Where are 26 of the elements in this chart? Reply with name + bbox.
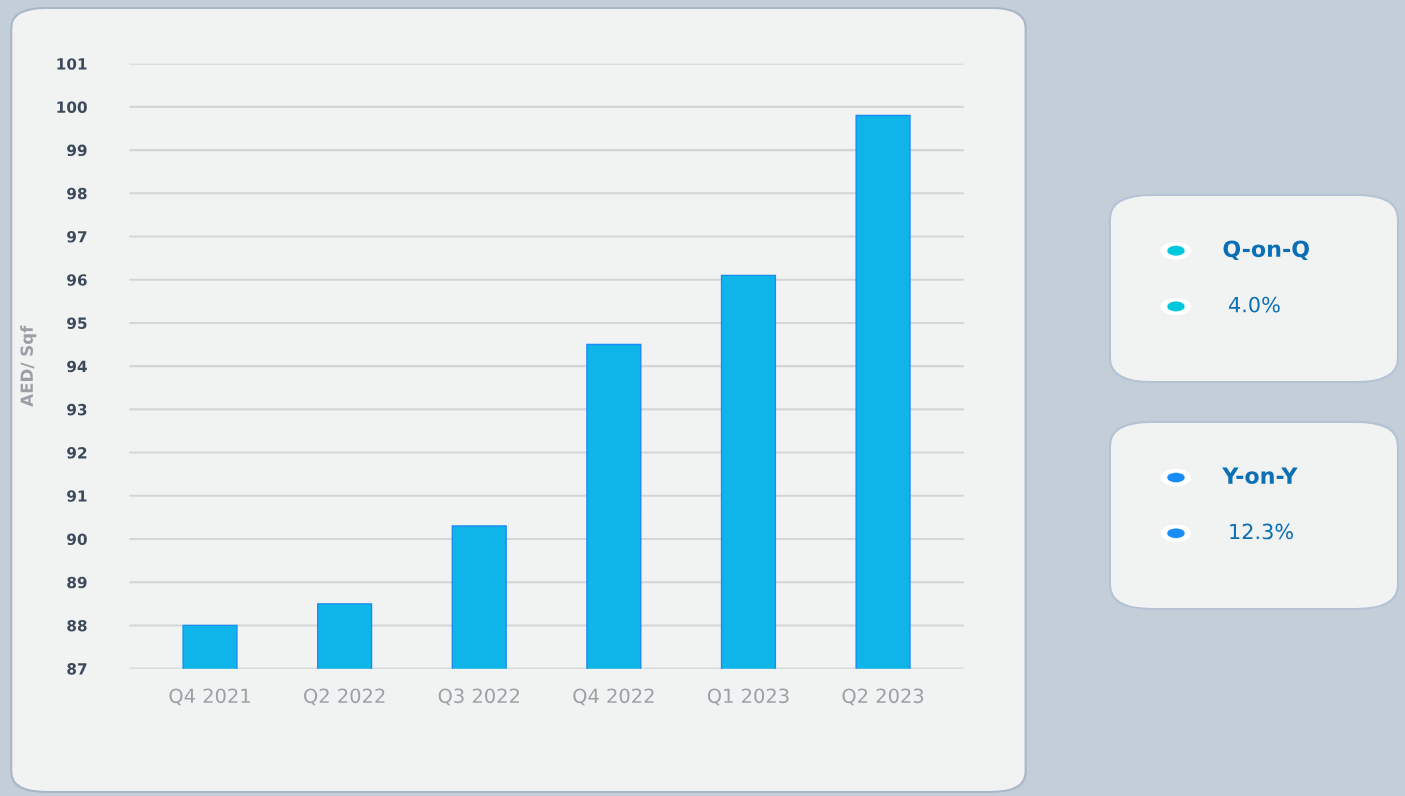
- y-tick-label: 89: [67, 576, 87, 589]
- y-tick-label: 101: [57, 58, 87, 70]
- x-tick-label: Q1 2023: [707, 688, 789, 706]
- y-tick-label: 93: [67, 403, 87, 416]
- y-tick-label: 97: [67, 231, 87, 243]
- x-tick-label: Q3 2022: [438, 688, 519, 706]
- x-tick-label: Q4 2021: [169, 688, 250, 706]
- text: Y-on-Y: [1222, 467, 1298, 485]
- y-tick-label: 87: [67, 663, 87, 675]
- x-tick-label: Q2 2022: [304, 688, 385, 706]
- text: 12.3%: [1230, 523, 1293, 540]
- y-axis-title: AED/ Sqf: [20, 325, 37, 407]
- y-tick-label: 91: [67, 490, 87, 502]
- y-tick-label: 99: [67, 144, 87, 157]
- x-tick-label: Q4 2022: [573, 688, 654, 706]
- x-tick-label: Q2 2023: [842, 688, 924, 706]
- y-tick-label: 98: [67, 187, 87, 200]
- y-tick-label: 100: [57, 101, 87, 113]
- text: 4.0%: [1228, 296, 1280, 313]
- y-tick-label: 96: [67, 274, 87, 286]
- y-tick-label: 88: [67, 619, 87, 632]
- y-tick-label: 94: [67, 360, 87, 373]
- y-tick-label: 92: [67, 447, 87, 459]
- y-tick-label: 95: [67, 317, 87, 329]
- text: Q-on-Q: [1223, 240, 1309, 261]
- y-tick-label: 90: [67, 533, 87, 546]
